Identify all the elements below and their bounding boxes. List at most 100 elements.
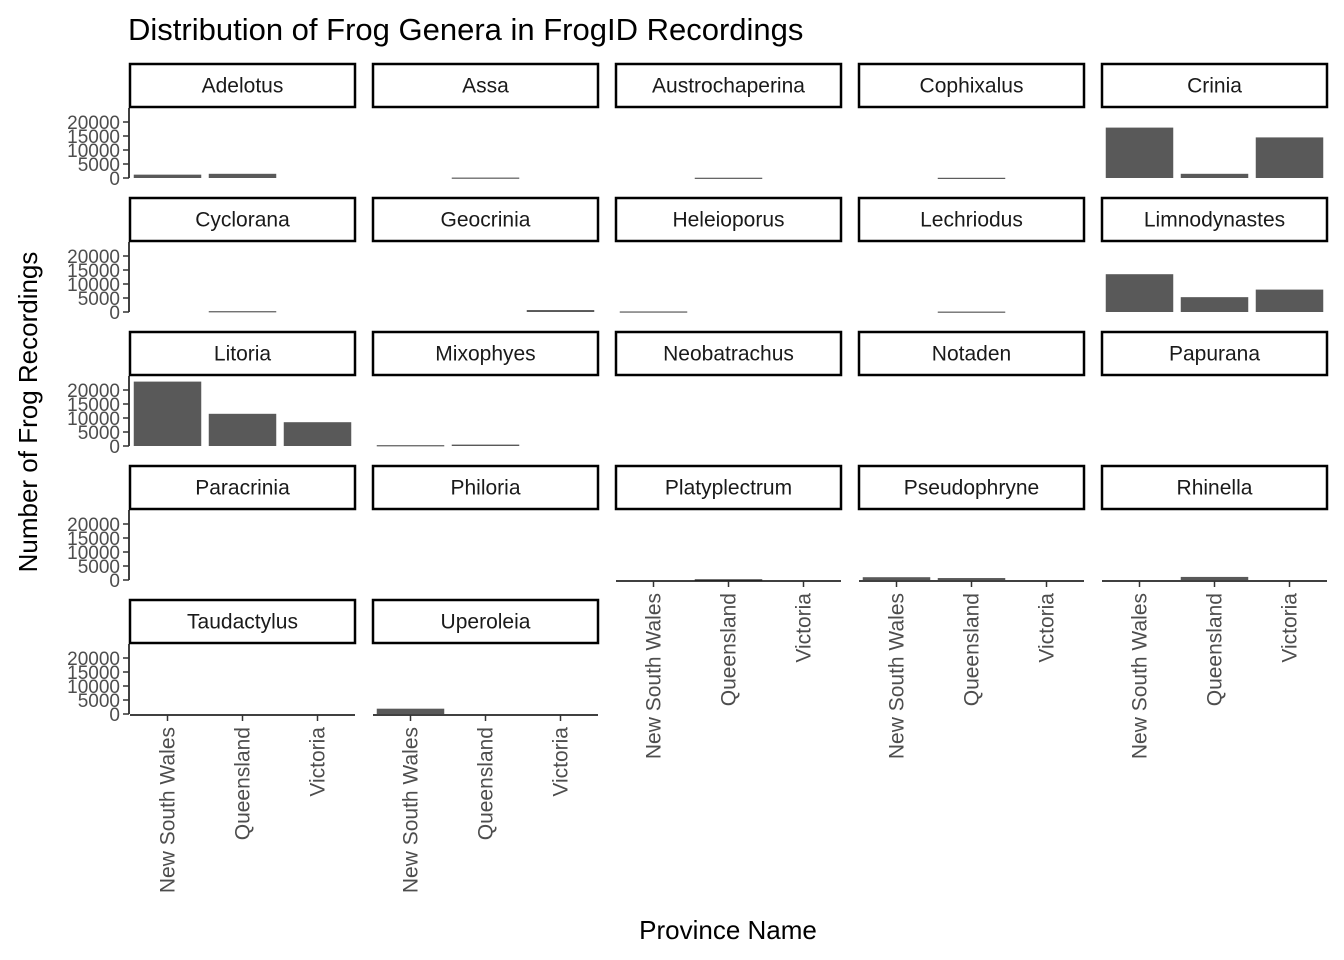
bar-geocrinia-victoria (526, 310, 595, 312)
facet-label: Neobatrachus (663, 343, 794, 366)
bar-litoria-queensland (208, 413, 277, 446)
facet-label: Limnodynastes (1144, 209, 1285, 232)
bar-assa-queensland (451, 177, 520, 179)
facet-strip (371, 464, 600, 511)
y-tick-label: 20000 (67, 649, 120, 670)
bar-limnodynastes-new-south-wales (1105, 274, 1174, 312)
bar-crinia-queensland (1180, 173, 1249, 178)
facet-strip (614, 330, 843, 377)
bar-uperoleia-new-south-wales (376, 708, 445, 714)
y-tick-label: 0 (109, 169, 120, 190)
y-tick-label: 5000 (78, 691, 120, 712)
facet-panel: Papurana (1100, 330, 1329, 377)
facet-strip (371, 598, 600, 645)
facet-strip (857, 330, 1086, 377)
y-tick-label: 10000 (67, 677, 120, 698)
y-tick-label: 5000 (78, 423, 120, 444)
facet-panel: Philoria (371, 464, 600, 511)
facet-panel: Assa (371, 62, 600, 179)
y-tick-label: 5000 (78, 289, 120, 310)
facet-label: Assa (462, 75, 509, 98)
x-tick-label: Victoria (1036, 593, 1059, 663)
x-tick-label: Queensland (232, 727, 255, 840)
facet-panel: Platyplectrum New South Wales Queensland Vi… (614, 464, 843, 759)
x-tick-label: Victoria (550, 727, 573, 797)
facet-panel: Cophixalus (857, 62, 1086, 179)
facet-label: Cyclorana (195, 209, 290, 232)
facet-label: Cophixalus (920, 75, 1024, 98)
y-tick-label: 20000 (67, 247, 120, 268)
x-tick-label: Queensland (1204, 593, 1227, 706)
x-tick-label: Queensland (475, 727, 498, 840)
x-tick-label: New South Wales (643, 593, 666, 759)
facet-label: Paracrinia (195, 477, 290, 500)
y-tick-label: 15000 (67, 127, 120, 148)
facet-strip (857, 62, 1086, 109)
facet-label: Taudactylus (187, 611, 298, 634)
y-tick-label: 10000 (67, 543, 120, 564)
y-tick-label: 5000 (78, 155, 120, 176)
facet-panel: Mixophyes (371, 330, 600, 447)
bar-cophixalus-queensland (937, 177, 1006, 179)
y-tick-label: 10000 (67, 409, 120, 430)
bar-austrochaperina-queensland (694, 177, 763, 179)
facet-panel: Crinia (1100, 62, 1329, 178)
bar-mixophyes-new-south-wales (376, 445, 445, 447)
facet-strip (1100, 196, 1329, 243)
x-tick-label: New South Wales (400, 727, 423, 893)
y-tick-label: 0 (109, 303, 120, 324)
facet-panel: Neobatrachus (614, 330, 843, 377)
bar-heleioporus-new-south-wales (619, 311, 688, 313)
facet-label: Notaden (932, 343, 1011, 366)
x-tick-label: Queensland (718, 593, 741, 706)
facet-label: Crinia (1187, 75, 1242, 98)
x-tick-label: Victoria (1279, 593, 1302, 663)
facet-strip (128, 330, 357, 377)
y-tick-label: 20000 (67, 515, 120, 536)
facet-strip (128, 598, 357, 645)
bar-cyclorana-queensland (208, 311, 277, 313)
bar-adelotus-new-south-wales (133, 174, 202, 178)
facet-label: Papurana (1169, 343, 1260, 366)
y-tick-label: 10000 (67, 275, 120, 296)
facet-panel: Lechriodus (857, 196, 1086, 313)
facet-strip (1100, 62, 1329, 109)
x-tick-label: Victoria (793, 593, 816, 663)
x-tick-label: Queensland (961, 593, 984, 706)
facet-panel: Notaden (857, 330, 1086, 377)
y-tick-label: 10000 (67, 141, 120, 162)
y-tick-label: 5000 (78, 557, 120, 578)
bar-adelotus-queensland (208, 173, 277, 178)
facet-strip (128, 196, 357, 243)
bar-litoria-victoria (283, 422, 352, 446)
facet-label: Adelotus (202, 75, 284, 98)
facet-strip (371, 330, 600, 377)
bar-crinia-new-south-wales (1105, 127, 1174, 178)
facet-label: Pseudophryne (904, 477, 1039, 500)
facet-panel: Austrochaperina (614, 62, 843, 179)
x-tick-label: Victoria (307, 727, 330, 797)
y-tick-label: 0 (109, 437, 120, 458)
facet-panel: Heleioporus (614, 196, 843, 313)
y-tick-label: 15000 (67, 261, 120, 282)
facet-panel: Pseudophryne New South Wales Queensland Vic… (857, 464, 1086, 759)
facet-label: Heleioporus (672, 209, 784, 232)
y-tick-label: 15000 (67, 663, 120, 684)
facet-strip (614, 62, 843, 109)
facet-strip (1100, 464, 1329, 511)
facet-label: Geocrinia (441, 209, 531, 232)
facet-strip (614, 196, 843, 243)
bar-platyplectrum-queensland (694, 579, 763, 581)
bar-litoria-new-south-wales (133, 381, 202, 446)
facet-strip (371, 62, 600, 109)
facet-panel: Rhinella New South Wales Queensland Victori… (1100, 464, 1329, 759)
facet-label: Platyplectrum (665, 477, 792, 500)
facet-strip (128, 464, 357, 511)
facet-strip (128, 62, 357, 109)
